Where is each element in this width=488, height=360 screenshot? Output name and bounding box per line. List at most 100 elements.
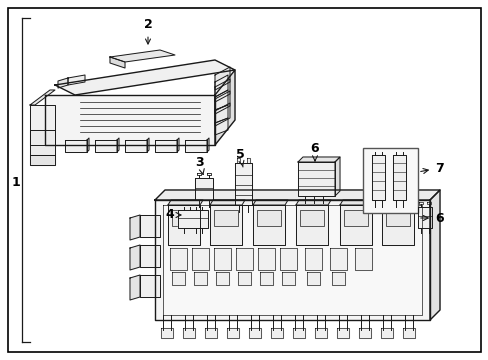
Polygon shape <box>161 328 173 338</box>
Bar <box>343 210 367 226</box>
Polygon shape <box>306 272 319 285</box>
Polygon shape <box>314 328 326 338</box>
Polygon shape <box>216 272 228 285</box>
Polygon shape <box>215 103 229 126</box>
Polygon shape <box>235 163 251 205</box>
Polygon shape <box>236 248 252 270</box>
Polygon shape <box>380 328 392 338</box>
Polygon shape <box>125 140 147 152</box>
Polygon shape <box>155 200 429 320</box>
Text: 3: 3 <box>195 156 204 174</box>
Polygon shape <box>55 60 235 95</box>
Text: 7: 7 <box>420 162 443 175</box>
Polygon shape <box>168 200 203 205</box>
Polygon shape <box>183 328 195 338</box>
Bar <box>385 210 409 226</box>
Polygon shape <box>130 215 140 240</box>
Polygon shape <box>130 245 140 270</box>
Text: 6: 6 <box>310 141 319 161</box>
Polygon shape <box>339 200 374 205</box>
Polygon shape <box>209 200 244 205</box>
Polygon shape <box>147 138 149 152</box>
Polygon shape <box>140 275 160 297</box>
Polygon shape <box>184 140 206 152</box>
Polygon shape <box>168 205 200 245</box>
Bar <box>299 210 324 226</box>
Polygon shape <box>195 178 213 200</box>
Polygon shape <box>305 248 321 270</box>
Polygon shape <box>429 190 439 320</box>
Text: 2: 2 <box>143 18 152 44</box>
Polygon shape <box>392 155 405 200</box>
Polygon shape <box>354 248 371 270</box>
Polygon shape <box>206 138 208 152</box>
Bar <box>214 210 238 226</box>
Polygon shape <box>297 157 339 162</box>
Polygon shape <box>204 328 217 338</box>
Polygon shape <box>260 272 272 285</box>
Polygon shape <box>170 248 186 270</box>
Text: 6: 6 <box>420 211 443 225</box>
Polygon shape <box>381 200 416 205</box>
Polygon shape <box>282 272 294 285</box>
Polygon shape <box>110 57 125 68</box>
Polygon shape <box>417 207 431 228</box>
Polygon shape <box>252 200 287 205</box>
Polygon shape <box>297 162 334 196</box>
Polygon shape <box>336 328 348 338</box>
Polygon shape <box>192 248 208 270</box>
Polygon shape <box>246 158 249 163</box>
Polygon shape <box>214 248 230 270</box>
Polygon shape <box>30 155 55 165</box>
Polygon shape <box>215 118 227 135</box>
Polygon shape <box>163 205 421 315</box>
Polygon shape <box>215 75 227 97</box>
Polygon shape <box>140 215 160 237</box>
Polygon shape <box>238 272 250 285</box>
Polygon shape <box>292 328 305 338</box>
Polygon shape <box>30 130 55 155</box>
Polygon shape <box>339 205 371 245</box>
Polygon shape <box>334 157 339 196</box>
Polygon shape <box>248 328 261 338</box>
Polygon shape <box>371 155 384 200</box>
Polygon shape <box>177 138 179 152</box>
Polygon shape <box>215 91 229 114</box>
Polygon shape <box>178 210 207 228</box>
Polygon shape <box>194 272 206 285</box>
Polygon shape <box>45 95 215 145</box>
Polygon shape <box>215 90 227 110</box>
Polygon shape <box>117 138 119 152</box>
Polygon shape <box>130 275 140 300</box>
Polygon shape <box>258 248 274 270</box>
Polygon shape <box>95 140 117 152</box>
Polygon shape <box>172 272 184 285</box>
Text: 5: 5 <box>235 148 244 167</box>
Polygon shape <box>215 70 235 145</box>
Polygon shape <box>65 140 87 152</box>
Polygon shape <box>295 200 330 205</box>
Polygon shape <box>215 67 229 90</box>
Polygon shape <box>280 248 296 270</box>
Polygon shape <box>155 140 177 152</box>
Polygon shape <box>30 90 55 105</box>
Polygon shape <box>252 205 285 245</box>
Polygon shape <box>110 50 175 62</box>
Polygon shape <box>215 79 229 102</box>
Polygon shape <box>30 105 55 145</box>
Polygon shape <box>270 328 283 338</box>
Text: 1: 1 <box>12 175 20 189</box>
Polygon shape <box>155 190 439 200</box>
Polygon shape <box>68 75 85 85</box>
Polygon shape <box>381 205 413 245</box>
Polygon shape <box>329 248 346 270</box>
Polygon shape <box>58 78 68 88</box>
Bar <box>172 210 196 226</box>
Polygon shape <box>358 328 370 338</box>
Polygon shape <box>331 272 345 285</box>
Bar <box>362 148 417 213</box>
Polygon shape <box>209 205 242 245</box>
Polygon shape <box>215 105 227 123</box>
Polygon shape <box>295 205 327 245</box>
Polygon shape <box>402 328 414 338</box>
